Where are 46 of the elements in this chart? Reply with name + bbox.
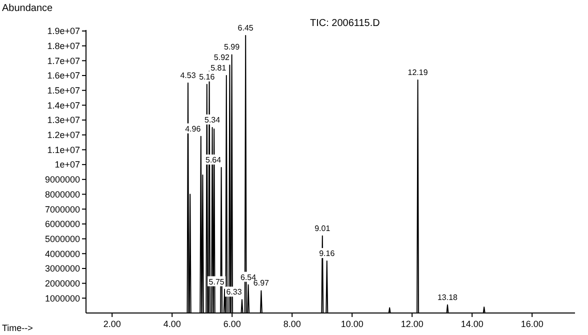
annotation: 5.16: [199, 72, 216, 82]
y-axis-title: Abundance: [2, 3, 54, 14]
y-tick-label: 4000000: [44, 248, 80, 259]
annotation: 4.96: [185, 124, 202, 134]
chart-title: TIC: 2006115.D: [310, 18, 380, 29]
annotation: 5.92: [214, 53, 230, 62]
x-tick-label: 8.00: [283, 319, 301, 329]
x-tick-label: 16.00: [520, 319, 544, 329]
y-tick-label: 8000000: [44, 189, 80, 200]
y-tick-label: 1000000: [44, 293, 80, 304]
y-tick-label: 5000000: [44, 234, 80, 244]
y-tick-label: 3000000: [44, 264, 80, 274]
y-tick-label: 1.3e+07: [47, 115, 80, 126]
x-axis-title: Time-->: [2, 323, 33, 333]
y-tick-label: 2000000: [44, 278, 80, 288]
y-tick-label: 1.9e+07: [47, 26, 80, 36]
y-tick-label: 1e+07: [54, 160, 80, 170]
annotation: 9.01: [314, 224, 331, 233]
annotation: 12.19: [408, 68, 428, 77]
y-tick-label: 1.4e+07: [47, 100, 80, 110]
x-tick-label: 10.00: [340, 319, 364, 329]
y-tick-label: 1.2e+07: [47, 130, 80, 140]
annotation: 6.33: [226, 288, 242, 297]
y-tick-label: 1.1e+07: [47, 144, 80, 155]
x-tick-label: 6.00: [223, 319, 241, 329]
y-tick-label: 1.6e+07: [47, 70, 80, 81]
y-tick-label: 1.8e+07: [47, 40, 80, 51]
y-tick-label: 1.5e+07: [47, 86, 80, 96]
x-tick-label: 2.00: [103, 319, 121, 329]
annotation: 5.34: [204, 115, 221, 124]
x-tick-label: 4.00: [163, 319, 181, 329]
annotation: 5.64: [206, 156, 222, 165]
annotation: 6.54: [240, 272, 257, 282]
annotation: 6.45: [238, 23, 254, 32]
y-tick-label: 6000000: [44, 219, 80, 230]
y-tick-label: 7000000: [44, 204, 80, 214]
y-tick-label: 1.7e+07: [47, 56, 80, 66]
y-tick-label: 9000000: [44, 174, 80, 185]
x-tick-label: 12.00: [400, 319, 424, 329]
annotation: 5.99: [224, 42, 240, 52]
annotation: 5.75: [208, 277, 225, 286]
annotation: 4.53: [180, 70, 196, 80]
annotation: 13.18: [437, 292, 458, 302]
annotation: 5.81: [210, 64, 227, 73]
annotation: 9.16: [319, 249, 336, 258]
x-tick-label: 14.00: [460, 319, 484, 329]
